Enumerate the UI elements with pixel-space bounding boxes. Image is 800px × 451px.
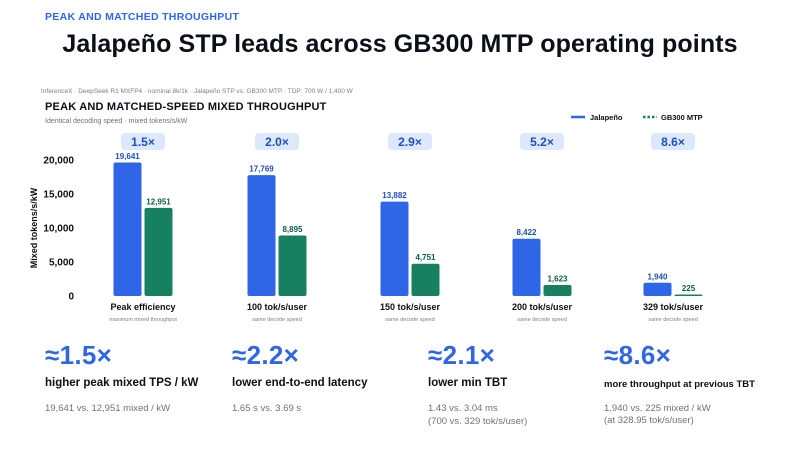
x-category-note: same decode speed (517, 317, 567, 323)
ratio-badge (651, 133, 695, 150)
ratio-badge (255, 133, 299, 150)
bar-jalapeno (247, 175, 276, 296)
legend-label-gb300: GB300 MTP (661, 113, 703, 122)
bar-gb300 (144, 207, 173, 296)
throughput-bar-chart: 0 5,000 10,000 15,000 20,000 Mixed tokens/s/k… (29, 113, 704, 323)
stat-big-value: ≈2.2× (232, 340, 300, 370)
bar-value-label: 4,751 (415, 253, 436, 262)
bar-jalapeno (643, 282, 672, 296)
stat-detail: 19,641 vs. 12,951 mixed / kW (45, 402, 171, 414)
stat-detail: 1.43 vs. 3.04 ms (700 vs. 329 tok/s/user… (428, 402, 528, 427)
stat-big-value: ≈2.1× (428, 340, 496, 370)
x-category-label: 150 tok/s/user (380, 302, 441, 312)
bar-gb300 (674, 294, 703, 296)
stat-card-throughput: ≈8.6× more throughput at previous TBT 1,… (604, 340, 794, 428)
x-category-label: Peak efficiency (110, 302, 175, 312)
bar-value-label: 225 (682, 284, 696, 293)
x-category-note: maximum mixed throughput (109, 317, 177, 323)
bar-value-label: 17,769 (249, 165, 274, 174)
ratio-badge-label: 2.0× (265, 135, 289, 149)
stat-card-tbt: ≈2.1× lower min TBT 1.43 vs. 3.04 ms (70… (428, 340, 598, 429)
x-category-label: 100 tok/s/user (247, 302, 308, 312)
x-category-note: same decode speed (252, 317, 302, 323)
stats-row: ≈1.5× higher peak mixed TPS / kW 19,641 … (0, 340, 800, 451)
source-line: InferenceX · DeepSeek R1 MXFP4 · nominal… (41, 88, 353, 95)
y-tick-label: 20,000 (43, 156, 74, 167)
bar-value-label: 1,940 (647, 272, 668, 281)
ratio-badge-label: 2.9× (398, 135, 422, 149)
y-tick-label: 10,000 (43, 224, 74, 235)
ratio-badge-label: 1.5× (131, 135, 155, 149)
chart-title: PEAK AND MATCHED-SPEED MIXED THROUGHPUT (45, 101, 327, 113)
x-category-note: same decode speed (385, 317, 435, 323)
bar-value-label: 8,895 (282, 225, 303, 234)
legend-label-jalapeno: Jalapeño (590, 113, 623, 122)
stat-detail: 1,940 vs. 225 mixed / kW (at 328.95 tok/… (604, 402, 711, 427)
ratio-badge-label: 5.2× (530, 135, 554, 149)
bar-jalapeno (380, 201, 409, 296)
bar-value-label: 1,623 (547, 274, 568, 283)
stat-description: more throughput at previous TBT (604, 379, 755, 391)
stat-description: lower min TBT (428, 377, 508, 390)
stat-description: higher peak mixed TPS / kW (45, 377, 199, 390)
bar-value-label: 13,882 (382, 191, 407, 200)
bar-value-label: 19,641 (115, 152, 140, 161)
bar-gb300 (543, 284, 572, 296)
ratio-badge (388, 133, 432, 150)
y-tick-label: 15,000 (43, 190, 74, 201)
y-tick-label: 5,000 (49, 258, 74, 269)
bar-gb300 (411, 263, 440, 296)
y-tick-label: 0 (68, 292, 74, 303)
ratio-badge (121, 133, 165, 150)
stat-card-peak: ≈1.5× higher peak mixed TPS / kW 19,641 … (45, 340, 225, 416)
stat-big-value: ≈1.5× (45, 340, 113, 370)
stat-description: lower end-to-end latency (232, 377, 368, 390)
x-category-note: same decode speed (648, 317, 698, 323)
x-category-label: 200 tok/s/user (512, 302, 573, 312)
stat-card-latency: ≈2.2× lower end-to-end latency 1.65 s vs… (232, 340, 412, 416)
bar-value-label: 8,422 (516, 228, 537, 237)
bar-jalapeno (512, 238, 541, 296)
x-category-label: 329 tok/s/user (643, 302, 704, 312)
stat-big-value: ≈8.6× (604, 340, 672, 370)
ratio-badge (520, 133, 564, 150)
bar-jalapeno (113, 162, 142, 296)
bar-gb300 (278, 235, 307, 296)
chart-subtitle: Identical decoding speed · mixed tokens/… (45, 118, 188, 125)
ratio-badge-label: 8.6× (661, 135, 685, 149)
page-headline: Jalapeño STP leads across GB300 MTP oper… (62, 30, 738, 58)
y-axis-label: Mixed tokens/s/kW (29, 187, 39, 268)
bar-value-label: 12,951 (146, 197, 171, 206)
stat-detail: 1.65 s vs. 3.69 s (232, 402, 302, 414)
eyebrow-label: PEAK AND MATCHED THROUGHPUT (45, 11, 240, 23)
